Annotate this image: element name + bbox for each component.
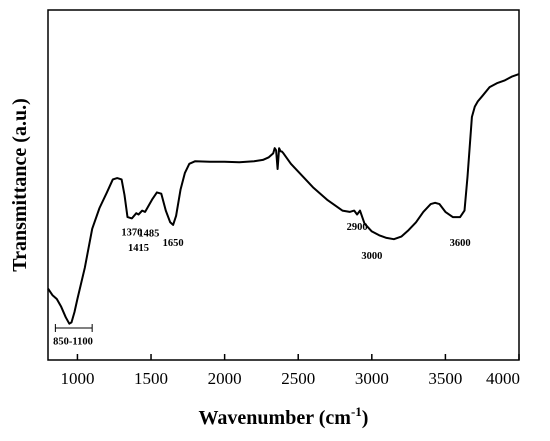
spectrum-layer (47, 73, 520, 325)
x-tick-label: 1000 (60, 369, 94, 388)
x-axis-title-superscript: -1 (351, 404, 362, 419)
plot-frame (47, 9, 520, 361)
x-axis-title: Wavenumber (cm-1) (199, 404, 369, 429)
peak-annotation: 3000 (361, 251, 382, 262)
peak-annotation: 3600 (450, 238, 471, 249)
spectrum-line-0 (47, 73, 520, 325)
x-tick-label: 3500 (428, 369, 462, 388)
peak-annotation: 1415 (128, 243, 149, 254)
x-axis-ticks: 1000 1500 2000 2500 3000 3500 4000 (60, 354, 520, 388)
x-axis-title-suffix: ) (362, 407, 369, 429)
peak-annotation: 1370 (121, 227, 142, 238)
x-tick-label: 2500 (281, 369, 315, 388)
peak-annotation: 1485 (138, 229, 159, 240)
peak-annotation: 850-1100 (53, 337, 93, 348)
y-axis-title: Transmittance (a.u.) (9, 98, 31, 272)
annotation-layer: 1370 1415 1485 1650 2900 3000 3600 850-1100 (53, 222, 470, 347)
x-tick-label: 1500 (134, 369, 168, 388)
x-tick-label: 2000 (208, 369, 242, 388)
x-axis-title-main: Wavenumber (cm (199, 407, 352, 429)
x-tick-label: 4000 (486, 369, 520, 388)
x-tick-label: 3000 (355, 369, 389, 388)
peak-annotation: 1650 (163, 238, 184, 249)
peak-annotation: 2900 (347, 222, 368, 233)
